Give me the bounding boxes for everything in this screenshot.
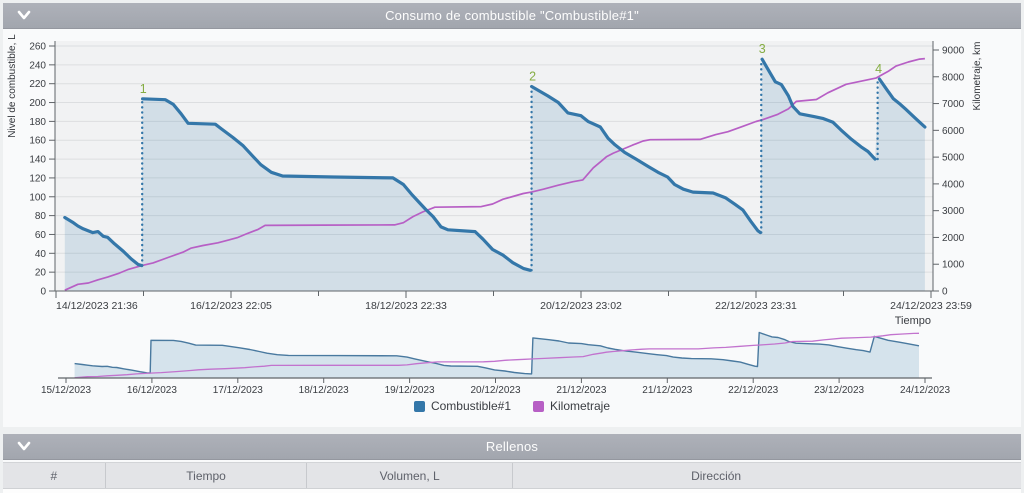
svg-text:0: 0 [942, 287, 948, 298]
overview-axis: 15/12/2023 16/12/2023 17/12/2023 18/12/2023… [41, 377, 950, 395]
svg-text:18/12/2023: 18/12/2023 [299, 385, 349, 395]
chart-panel-title: Consumo de combustible "Combustible#1" [385, 8, 639, 23]
svg-text:20/12/2023 23:02: 20/12/2023 23:02 [540, 300, 622, 312]
svg-text:22/12/2023 23:31: 22/12/2023 23:31 [715, 300, 797, 312]
svg-text:60: 60 [35, 230, 47, 241]
svg-text:2: 2 [529, 70, 536, 84]
svg-text:18/12/2023 22:33: 18/12/2023 22:33 [365, 300, 447, 312]
svg-text:200: 200 [29, 98, 46, 109]
svg-text:80: 80 [35, 211, 47, 222]
column-header-num: # [50, 468, 58, 483]
chart-panel-header[interactable]: Consumo de combustible "Combustible#1" [3, 3, 1021, 29]
svg-text:6000: 6000 [942, 126, 965, 137]
svg-text:1000: 1000 [942, 260, 965, 271]
svg-text:4: 4 [875, 62, 882, 76]
svg-text:23/12/2023: 23/12/2023 [814, 385, 864, 395]
overview-range-chart[interactable]: 15/12/2023 16/12/2023 17/12/2023 18/12/2023… [3, 331, 1024, 395]
svg-text:120: 120 [29, 173, 46, 184]
svg-text:4000: 4000 [942, 179, 965, 190]
svg-text:140: 140 [29, 155, 46, 166]
svg-text:14/12/2023 21:36: 14/12/2023 21:36 [56, 300, 138, 312]
svg-text:100: 100 [29, 192, 46, 203]
svg-text:9000: 9000 [942, 46, 965, 57]
rellenos-title: Rellenos [485, 439, 539, 454]
svg-text:3: 3 [759, 42, 766, 56]
header-table-gap [3, 460, 1021, 462]
svg-text:16/12/2023: 16/12/2023 [127, 385, 177, 395]
svg-text:0: 0 [40, 287, 46, 298]
column-header-direccion: Dirección [511, 463, 919, 488]
fuel-line[interactable] [63, 57, 927, 272]
axis-titles: Nivel de combustible, L Kilometraje, km [7, 34, 983, 138]
svg-text:5000: 5000 [942, 153, 965, 164]
collapse-chevron-icon[interactable] [17, 441, 31, 451]
legend-item-kilometraje[interactable]: Kilometraje [533, 399, 610, 413]
svg-text:1: 1 [140, 82, 147, 96]
svg-text:16/12/2023 22:05: 16/12/2023 22:05 [190, 300, 272, 312]
fuel-chart-panel: Consumo de combustible "Combustible#1" 1… [3, 3, 1021, 427]
chart-legend: Combustible#1 Kilometraje [3, 395, 1021, 417]
svg-text:21/12/2023: 21/12/2023 [642, 385, 692, 395]
svg-text:40: 40 [35, 249, 47, 260]
svg-text:7000: 7000 [942, 99, 965, 110]
collapse-chevron-icon[interactable] [17, 10, 31, 20]
overview-fuel-area[interactable] [74, 331, 920, 379]
svg-text:Nivel de combustible, L: Nivel de combustible, L [7, 34, 18, 138]
svg-text:21/12/2023: 21/12/2023 [556, 385, 606, 395]
svg-text:240: 240 [29, 60, 46, 71]
column-header-tiempo: Tiempo [104, 463, 307, 488]
rellenos-panel: Rellenos # Tiempo Volumen, L Dirección [3, 434, 1021, 493]
svg-text:Kilometraje, km: Kilometraje, km [972, 42, 983, 111]
fuel-area [64, 59, 925, 292]
svg-text:3000: 3000 [942, 206, 965, 217]
svg-text:20/12/2023: 20/12/2023 [470, 385, 520, 395]
svg-text:160: 160 [29, 136, 46, 147]
legend-item-combustible[interactable]: Combustible#1 [413, 399, 511, 413]
panel-gap [3, 427, 1021, 434]
svg-text:260: 260 [29, 42, 46, 53]
svg-text:17/12/2023: 17/12/2023 [213, 385, 263, 395]
svg-text:24/12/2023: 24/12/2023 [900, 385, 950, 395]
svg-text:24/12/2023 23:59: 24/12/2023 23:59 [890, 300, 972, 312]
km-series-swatch-icon [533, 400, 544, 412]
fuel-series-swatch-icon [413, 400, 425, 412]
axis-ticks-labels: 0 20 40 60 80 100 120 140 160 180 200 220 240 260 0 100… [29, 42, 972, 328]
svg-text:8000: 8000 [942, 72, 965, 83]
refill-markers[interactable]: 1 2 3 4 [140, 42, 882, 272]
svg-text:220: 220 [29, 79, 46, 90]
fuel-consumption-chart[interactable]: 1234020406080100120140160180200220240260… [3, 29, 1024, 331]
rellenos-header[interactable]: Rellenos [3, 434, 1021, 460]
rellenos-table-header: # Tiempo Volumen, L Dirección [3, 462, 1021, 489]
svg-text:15/12/2023: 15/12/2023 [41, 385, 91, 395]
svg-text:19/12/2023: 19/12/2023 [385, 385, 435, 395]
grid-lines [55, 45, 933, 273]
svg-text:180: 180 [29, 117, 46, 128]
svg-text:20: 20 [35, 268, 47, 279]
kilometraje-line[interactable] [64, 57, 925, 291]
legend-label: Combustible#1 [430, 399, 511, 413]
svg-text:Tiempo: Tiempo [895, 315, 931, 327]
legend-label: Kilometraje [550, 399, 611, 413]
svg-text:2000: 2000 [942, 233, 965, 244]
svg-text:22/12/2023: 22/12/2023 [728, 385, 778, 395]
column-header-volumen: Volumen, L [306, 463, 512, 488]
